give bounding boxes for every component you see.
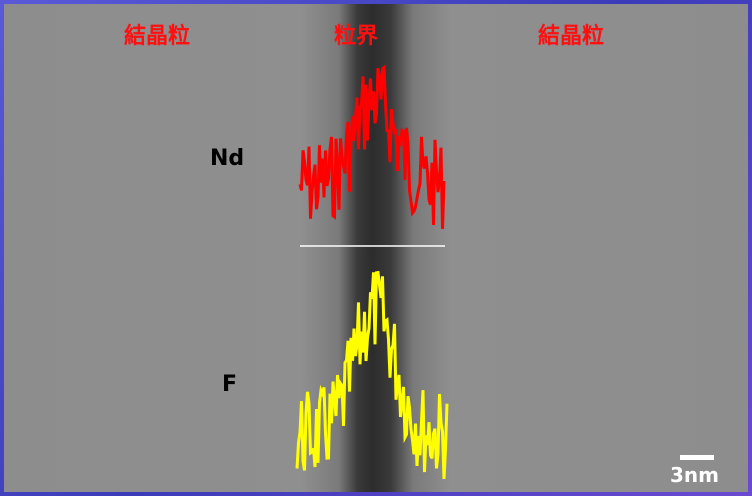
label: 粒界: [334, 18, 378, 50]
f-profile: [297, 272, 447, 479]
scale-label: 3nm: [670, 463, 719, 487]
figure: 結晶粒 粒界 結晶粒 Nd F 3nm: [0, 0, 752, 496]
profile-label: Nd: [210, 146, 244, 171]
label: 結晶粒: [124, 18, 190, 50]
profile-label: F: [222, 372, 237, 397]
nd-profile: [300, 68, 444, 229]
scale-bar: [680, 455, 714, 460]
label: 結晶粒: [538, 18, 604, 50]
overlay: [0, 0, 752, 496]
